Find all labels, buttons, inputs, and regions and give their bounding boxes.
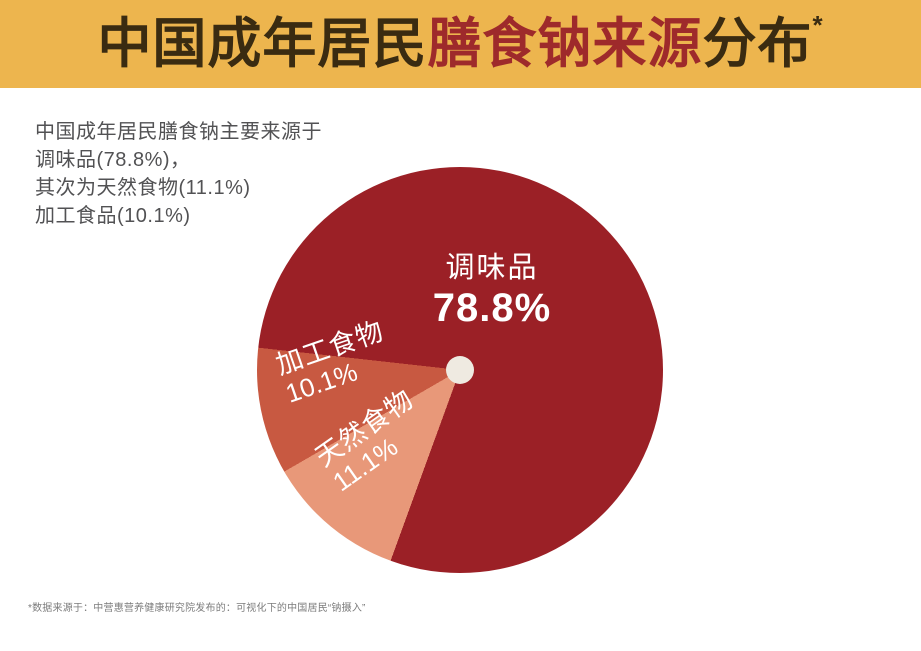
description-line-3: 其次为天然食物(11.1%) bbox=[35, 177, 251, 199]
title-segment-red: 膳食钠来源 bbox=[427, 14, 703, 74]
pie-label-seasoning: 调味品 78.8% bbox=[392, 252, 592, 331]
description-line-2: 调味品(78.8%)， bbox=[35, 149, 191, 171]
description-text: 中国成年居民膳食钠主要来源于 调味品(78.8%)， 其次为天然食物(11.1%… bbox=[35, 118, 322, 230]
slice-seasoning-label: 调味品 bbox=[445, 252, 539, 284]
slice-seasoning-value: 78.8% bbox=[432, 286, 552, 331]
pie-center-dot bbox=[446, 356, 474, 384]
source-footnote: *数据来源于：中营惠营养健康研究院发布的：可视化下的中国居民“钠摄入” bbox=[28, 603, 366, 614]
description-line-4: 加工食品(10.1%) bbox=[35, 205, 191, 227]
title-segment-dark-2: 分布 bbox=[702, 14, 813, 74]
title-asterisk: * bbox=[812, 10, 824, 40]
title-segment-dark-1: 中国成年居民 bbox=[97, 14, 428, 74]
header-banner: 中国成年居民膳食钠来源分布* bbox=[0, 0, 921, 88]
description-line-1: 中国成年居民膳食钠主要来源于 bbox=[35, 121, 322, 143]
page-title: 中国成年居民膳食钠来源分布* bbox=[97, 12, 823, 74]
